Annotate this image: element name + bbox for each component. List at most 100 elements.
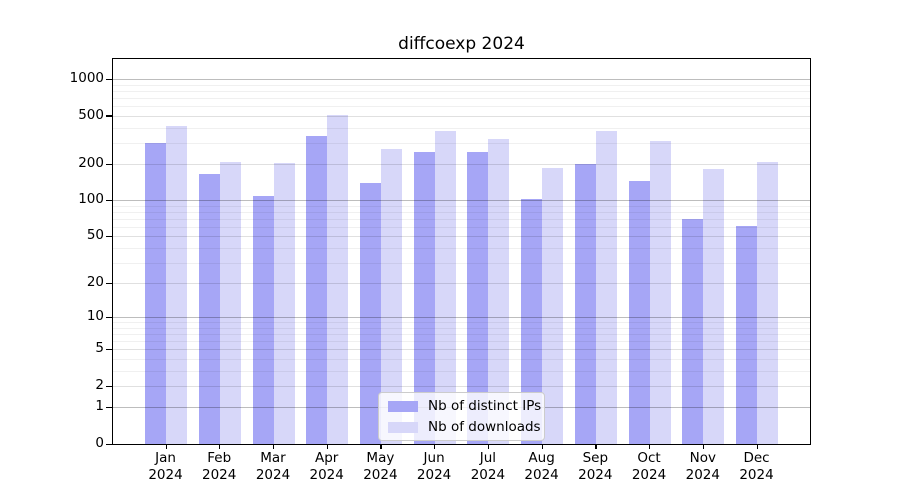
x-tick-month: Mar: [260, 450, 286, 466]
x-tick-label-apr: Apr 2024: [295, 450, 359, 483]
x-tick-month: May: [366, 450, 395, 466]
legend-label-distinct-ips: Nb of distinct IPs: [428, 398, 542, 414]
x-tick-month: Dec: [743, 450, 770, 466]
x-tick-year: 2024: [524, 466, 559, 483]
x-tick-mark-dec: [756, 444, 758, 449]
y-tick-mark-50: [106, 235, 113, 238]
x-tick-year: 2024: [685, 466, 720, 483]
x-tick-label-nov: Nov 2024: [671, 450, 735, 483]
x-tick-year: 2024: [739, 466, 774, 483]
x-tick-label-jul: Jul 2024: [456, 450, 520, 483]
y-tick-mark-1: [106, 406, 113, 409]
bars-layer: [113, 59, 810, 444]
bar-ips-mar: [252, 195, 274, 444]
x-tick-mark-oct: [649, 444, 651, 449]
x-tick-year: 2024: [148, 466, 183, 483]
x-tick-label-oct: Oct 2024: [617, 450, 681, 483]
x-tick-mark-jun: [434, 444, 436, 449]
y-tick-label-500: 500: [78, 106, 104, 123]
bar-ips-oct: [628, 181, 650, 444]
bar-downloads-jul: [488, 138, 510, 444]
x-tick-mark-feb: [219, 444, 221, 449]
y-tick-label-10: 10: [86, 308, 104, 325]
x-tick-year: 2024: [631, 466, 667, 483]
legend-item-downloads: Nb of downloads: [388, 419, 544, 435]
bar-downloads-nov: [703, 169, 725, 444]
y-tick-mark-0: [106, 443, 113, 445]
y-tick-mark-100: [106, 199, 113, 202]
bar-ips-sep: [574, 164, 596, 444]
x-tick-month: Aug: [528, 450, 555, 466]
bar-downloads-oct: [649, 140, 671, 444]
x-tick-month: Jan: [155, 450, 176, 466]
x-tick-label-aug: Aug 2024: [510, 450, 574, 483]
legend-label-downloads: Nb of downloads: [428, 419, 541, 435]
y-tick-mark-1000: [106, 78, 113, 80]
x-tick-label-jun: Jun 2024: [402, 450, 466, 483]
legend-swatch-ips-icon: [388, 400, 418, 412]
x-tick-month: Jul: [479, 450, 497, 466]
y-tick-label-100: 100: [78, 191, 104, 208]
bar-downloads-jun: [434, 130, 456, 444]
bar-ips-apr: [306, 135, 328, 444]
x-tick-mark-sep: [595, 444, 597, 449]
x-tick-month: Jun: [423, 450, 445, 466]
x-tick-label-jan: Jan 2024: [134, 450, 198, 483]
x-tick-label-dec: Dec 2024: [725, 450, 789, 483]
legend-swatch-downloads-icon: [388, 421, 418, 433]
y-tick-mark-5: [106, 348, 113, 351]
legend-item-distinct-ips: Nb of distinct IPs: [388, 398, 544, 414]
x-tick-year: 2024: [255, 466, 291, 483]
bar-downloads-apr: [327, 114, 349, 444]
x-tick-month: Sep: [582, 450, 609, 466]
y-tick-label-0: 0: [95, 435, 104, 451]
x-tick-mark-apr: [326, 444, 328, 449]
y-tick-label-1000: 1000: [69, 70, 104, 87]
chart-title: diffcoexp 2024: [398, 34, 525, 54]
x-tick-mark-nov: [702, 444, 705, 449]
x-tick-label-may: May 2024: [348, 450, 412, 483]
y-tick-label-200: 200: [78, 155, 104, 171]
bar-ips-jan: [145, 143, 166, 444]
bar-ips-feb: [198, 174, 220, 444]
bar-downloads-dec: [757, 161, 778, 444]
bar-downloads-feb: [219, 161, 241, 444]
bar-downloads-sep: [595, 130, 617, 444]
y-tick-label-50: 50: [86, 227, 104, 244]
bar-downloads-mar: [273, 162, 295, 444]
y-tick-mark-20: [106, 282, 113, 284]
y-tick-label-5: 5: [95, 340, 104, 357]
x-tick-year: 2024: [416, 466, 452, 483]
legend: Nb of distinct IPs Nb of downloads: [378, 392, 545, 441]
x-tick-year: 2024: [309, 466, 344, 483]
x-tick-year: 2024: [202, 466, 237, 483]
x-tick-year: 2024: [363, 466, 398, 483]
plot-area: [112, 58, 811, 445]
y-tick-label-2: 2: [95, 377, 104, 393]
x-tick-label-sep: Sep 2024: [563, 450, 627, 483]
bar-ips-dec: [736, 226, 757, 444]
y-tick-mark-200: [106, 163, 113, 165]
x-tick-mark-aug: [541, 444, 543, 449]
x-tick-mark-jul: [487, 444, 490, 449]
x-tick-mark-may: [380, 444, 382, 449]
x-tick-year: 2024: [578, 466, 613, 483]
bar-downloads-jan: [166, 126, 187, 444]
bar-ips-jun: [413, 152, 435, 444]
y-tick-mark-2: [106, 385, 113, 387]
x-tick-month: Oct: [637, 450, 661, 466]
bar-ips-nov: [682, 218, 704, 444]
x-tick-mark-mar: [273, 444, 275, 449]
x-tick-label-feb: Feb 2024: [187, 450, 251, 483]
x-tick-mark-jan: [165, 444, 167, 449]
bar-ips-aug: [521, 198, 543, 444]
x-tick-month: Apr: [315, 450, 339, 466]
bar-downloads-aug: [542, 168, 564, 444]
x-tick-label-mar: Mar 2024: [241, 450, 305, 483]
y-tick-label-1: 1: [95, 398, 104, 415]
x-tick-month: Feb: [207, 450, 232, 466]
bar-downloads-may: [380, 149, 402, 444]
bar-ips-may: [359, 182, 381, 444]
y-tick-mark-500: [106, 115, 113, 117]
